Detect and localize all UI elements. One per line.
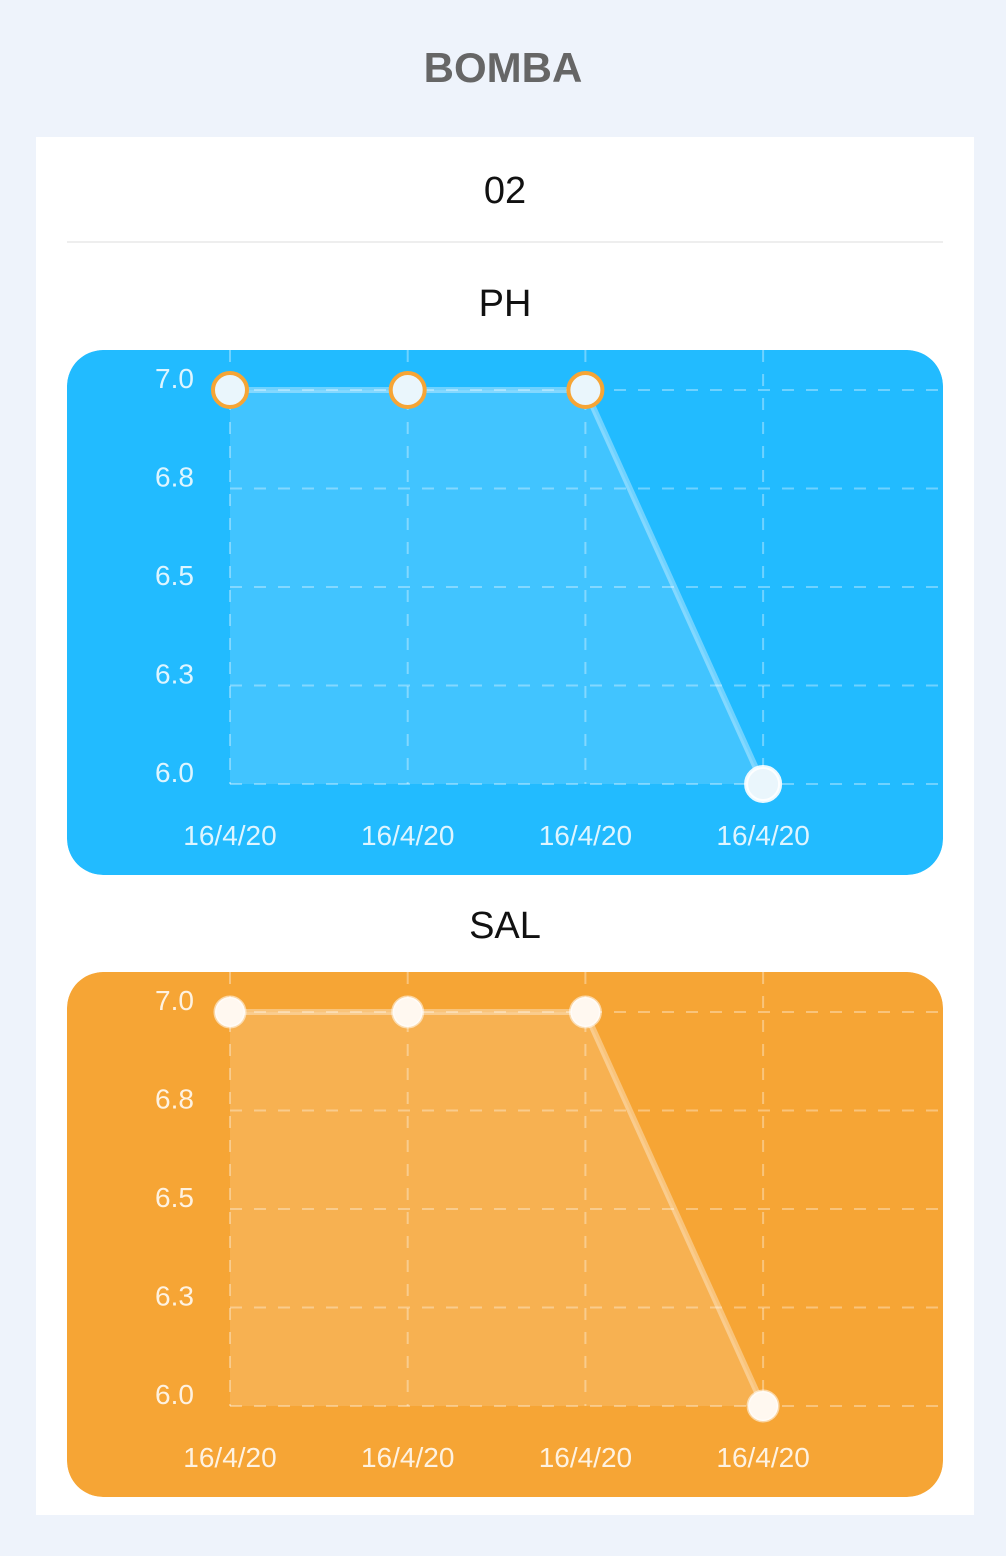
ph-chart-background (67, 350, 943, 875)
sal-chart-background (67, 972, 943, 1497)
ph-chart-svg: 7.0 6.8 6.5 6.3 6.0 16/4/20 16/4/20 16/4/20 16/4… (67, 350, 943, 875)
sal-y-tick-label: 7.0 (155, 985, 194, 1016)
sal-data-point (213, 995, 247, 1029)
device-id: 02 (483, 170, 527, 212)
ph-data-point (211, 371, 249, 409)
sal-chart: 7.0 6.8 6.5 6.3 6.0 16/4/20 16/4/20 16/4/20 16/4… (67, 972, 943, 1497)
ph-series-line (230, 387, 766, 786)
sal-x-tick-label: 16/4/20 (716, 1442, 809, 1473)
sal-y-tick-label: 6.5 (155, 1182, 194, 1213)
divider (67, 241, 943, 243)
ph-x-tick-label: 16/4/20 (183, 820, 276, 851)
sal-x-tick-label: 16/4/20 (539, 1442, 632, 1473)
sal-chart-svg: 7.0 6.8 6.5 6.3 6.0 16/4/20 16/4/20 16/4/20 16/4… (67, 972, 943, 1497)
sal-y-tick-label: 6.8 (155, 1084, 194, 1115)
sal-area-fill (230, 1012, 764, 1406)
device-card: 02 PH 7.0 6.8 6.5 6.3 6.0 16/4/20 16/4/20 16/4/… (36, 137, 974, 1515)
ph-y-tick-label: 6.5 (155, 560, 194, 591)
sal-data-point (746, 1389, 780, 1423)
ph-data-point (566, 371, 605, 409)
sal-y-tick-label: 6.3 (155, 1281, 194, 1312)
sal-section-title: SAL (469, 905, 541, 947)
sal-data-point (391, 995, 425, 1029)
ph-y-tick-label: 6.3 (155, 659, 194, 690)
app-title: BOMBA (423, 44, 583, 91)
sal-x-tick-label: 16/4/20 (183, 1442, 276, 1473)
ph-chart: 7.0 6.8 6.5 6.3 6.0 16/4/20 16/4/20 16/4/20 16/4… (67, 350, 943, 875)
sal-series-line (230, 1009, 766, 1408)
ph-section-title: PH (478, 283, 532, 325)
ph-y-tick-label: 7.0 (155, 363, 194, 394)
ph-y-tick-label: 6.0 (155, 757, 194, 788)
ph-x-tick-label: 16/4/20 (539, 820, 632, 851)
ph-data-point (388, 371, 427, 409)
ph-area-fill (230, 390, 764, 784)
ph-x-tick-label: 16/4/20 (361, 820, 454, 851)
ph-y-tick-label: 6.8 (155, 462, 194, 493)
ph-x-tick-label: 16/4/20 (716, 820, 809, 851)
sal-y-tick-label: 6.0 (155, 1379, 194, 1410)
sal-x-tick-label: 16/4/20 (361, 1442, 454, 1473)
sal-data-point (568, 995, 602, 1029)
ph-data-point (744, 765, 783, 803)
